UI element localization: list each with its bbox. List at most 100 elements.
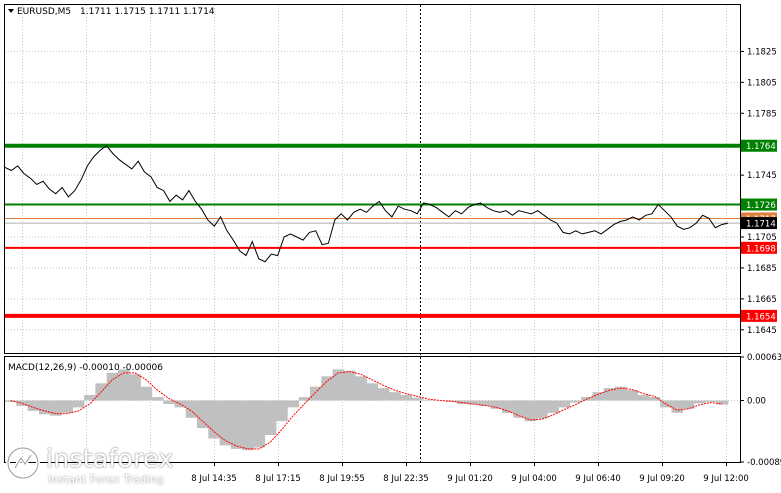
level-label: 1.1654 <box>746 312 776 322</box>
main-panel-frame <box>4 4 741 354</box>
macd-bar <box>626 390 638 401</box>
macd-bar <box>50 400 62 416</box>
macd-bar <box>479 400 492 406</box>
level-label-bg <box>741 139 777 152</box>
macd-bar <box>197 400 209 429</box>
macd-tick-label: 0.00 <box>747 397 766 407</box>
level-label: 1.1726 <box>746 201 776 211</box>
macd-bar <box>253 400 266 448</box>
macd-bar <box>603 388 616 401</box>
x-tick-label: 9 Jul 06:40 <box>575 474 621 484</box>
main-price-axis: 1.1825 1.1805 1.1785 1.1745 1.1705 1.1685 1.16… <box>740 47 777 336</box>
macd-bar <box>389 392 401 401</box>
macd-bar <box>72 400 85 408</box>
macd-bar <box>592 392 604 401</box>
macd-bar <box>705 400 717 402</box>
macd-bar <box>411 397 424 401</box>
macd-bar <box>716 400 729 405</box>
x-tick-label: 8 Jul 14:35 <box>191 474 237 484</box>
macd-title: MACD(12,26,9) -0.00010 -0.00006 <box>8 363 163 373</box>
macd-bar <box>140 386 153 401</box>
macd-bar <box>321 376 333 401</box>
macd-bar <box>615 386 627 401</box>
macd-bar <box>671 400 684 413</box>
y-tick-label: 1.1785 <box>747 109 777 119</box>
x-tick-label: 8 Jul 19:55 <box>319 474 365 484</box>
macd-bar <box>490 400 503 409</box>
macd-bar <box>377 388 390 401</box>
y-tick-label: 1.1825 <box>747 47 777 57</box>
y-tick-label: 1.1745 <box>747 171 777 181</box>
macd-bar <box>5 400 17 402</box>
macd-bar <box>445 400 458 402</box>
macd-bar <box>468 400 480 405</box>
macd-bar <box>264 400 277 435</box>
price-series <box>4 145 729 263</box>
x-tick-label: 9 Jul 12:00 <box>703 474 749 484</box>
macd-bar <box>16 400 28 406</box>
y-tick-label: 1.1645 <box>747 326 777 336</box>
macd-bar <box>208 400 220 439</box>
instaforex-logo-icon <box>6 446 40 480</box>
macd-bar <box>355 376 367 401</box>
macd-signal-line <box>10 370 723 450</box>
macd-bar <box>547 400 559 413</box>
macd-bar <box>230 400 243 449</box>
symbol-label: EURUSD,M5 <box>17 7 71 17</box>
macd-bar <box>536 400 548 419</box>
macd-axis: 0.00063 0.00 -0.00089 <box>740 353 781 468</box>
level-label-bg <box>741 309 777 322</box>
macd-bar <box>84 395 96 401</box>
macd-bar <box>400 395 412 401</box>
x-tick-label: 8 Jul 22:35 <box>383 474 429 484</box>
macd-bar <box>366 383 379 401</box>
current-price-label: 1.1714 <box>746 220 776 230</box>
level-label-bg <box>741 198 777 211</box>
macd-bar <box>185 400 198 418</box>
macd-bar <box>118 369 130 401</box>
macd-bar <box>38 400 51 415</box>
macd-bar <box>61 400 74 413</box>
x-tick-label: 9 Jul 09:20 <box>639 474 685 484</box>
macd-bar <box>682 400 695 409</box>
brand-tagline: Instant Forex Trading <box>48 473 164 486</box>
x-tick-label: 9 Jul 04:00 <box>511 474 557 484</box>
level-label: 1.1698 <box>746 244 776 254</box>
macd-bar <box>558 400 571 408</box>
x-tick-label: 9 Jul 01:20 <box>447 474 493 484</box>
y-tick-label: 1.1705 <box>747 233 777 243</box>
ohlc-values: 1.1711 1.1715 1.1711 1.1714 <box>80 7 215 17</box>
macd-bar <box>276 400 288 422</box>
y-tick-label: 1.1805 <box>747 78 777 88</box>
chart-menu-arrow-icon[interactable] <box>8 9 14 13</box>
macd-bar <box>524 400 537 422</box>
main-grid <box>5 5 740 353</box>
macd-bar <box>129 374 141 401</box>
macd-bar <box>423 399 435 401</box>
x-tick-label: 8 Jul 17:15 <box>255 474 301 484</box>
macd-tick-label: 0.00063 <box>747 353 781 363</box>
macd-bar <box>310 386 322 401</box>
macd-bar <box>106 372 119 401</box>
macd-bar <box>332 369 345 401</box>
macd-series <box>5 369 729 451</box>
price-line <box>4 145 729 263</box>
macd-bar <box>343 370 356 401</box>
macd-bar <box>219 400 232 446</box>
macd-bar <box>513 400 525 418</box>
current-price-bg <box>741 217 777 230</box>
macd-bar <box>27 400 40 411</box>
macd-bar <box>151 397 164 401</box>
y-tick-label: 1.1665 <box>747 295 777 305</box>
macd-bar <box>287 400 299 408</box>
macd-bar <box>569 400 582 403</box>
level-label-bg <box>741 241 777 254</box>
macd-bar <box>502 400 514 413</box>
level-label: 1.1764 <box>746 142 776 152</box>
macd-bar <box>648 397 661 401</box>
macd-bar <box>694 400 706 404</box>
macd-grid <box>5 357 740 462</box>
